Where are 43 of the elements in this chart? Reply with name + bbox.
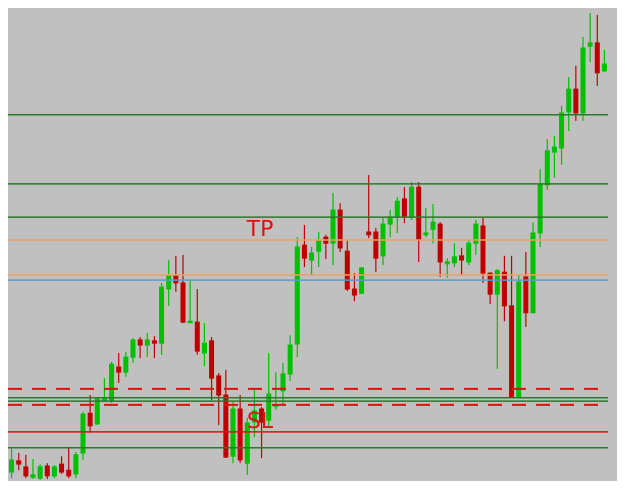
candlestick [366,174,372,239]
candlestick [138,336,143,359]
candlestick [452,242,457,268]
candlestick [9,447,14,479]
candlestick [316,231,322,268]
candlestick [402,186,407,224]
candlestick [38,464,43,480]
ref-line-label: TP [246,216,274,242]
candlestick [388,209,393,238]
candlestick [552,135,557,178]
candlestick [588,13,593,63]
candlestick [30,458,36,480]
candlestick [188,278,193,324]
candlestick [302,224,307,268]
candlestick [152,336,157,359]
candlestick [59,456,64,475]
candlestick [573,65,578,122]
candlestick [144,332,150,358]
candlestick [116,352,122,384]
candlestick [430,203,436,244]
candlestick [216,372,222,426]
candlestick [52,464,57,479]
candlestick [473,219,478,256]
candlestick [459,247,464,276]
candlestick [44,462,50,480]
candlestick [444,258,450,278]
candlestick [566,76,572,132]
candlestick [602,49,607,72]
candlestick [280,362,286,406]
candlestick [202,322,207,367]
candlestick [352,272,357,302]
candlestick [166,259,172,306]
candlestick [88,394,93,434]
candlestick [130,337,136,364]
candlestick [394,196,400,234]
candlestick [123,351,128,378]
candlestick [73,451,78,479]
candlestick [423,208,428,238]
candlestick [66,446,72,479]
candlestick [23,454,28,479]
candlestick [309,246,314,276]
candlestick [16,452,22,471]
candlestick [466,239,472,266]
